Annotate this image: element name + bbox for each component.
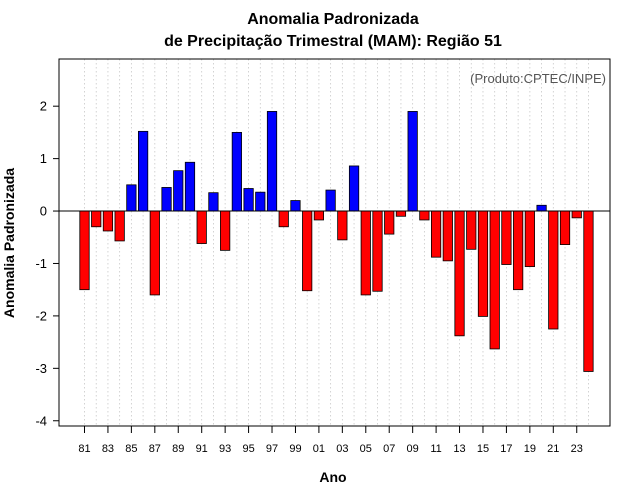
bar-85 xyxy=(126,184,137,212)
gridlines xyxy=(84,59,589,426)
bar-98 xyxy=(278,210,289,228)
bar-95 xyxy=(243,188,254,212)
x-tick-label: 85 xyxy=(125,443,137,455)
bar-03 xyxy=(337,210,348,241)
bar-23 xyxy=(571,210,582,219)
bar-22 xyxy=(559,210,571,245)
bar-19 xyxy=(524,210,535,268)
x-tick-label: 19 xyxy=(524,443,536,455)
bar-15 xyxy=(477,210,489,317)
y-tick-label: -2 xyxy=(35,308,47,323)
y-tick-label: 1 xyxy=(40,151,47,166)
bar-10 xyxy=(419,210,430,221)
bar-82 xyxy=(91,210,102,228)
y-tick-label: -4 xyxy=(35,413,47,428)
bar-92 xyxy=(208,192,219,212)
bar-21 xyxy=(548,210,559,330)
chart-subtitle: de Precipitação Trimestral (MAM): Região… xyxy=(164,33,502,50)
plot-frame xyxy=(58,58,611,427)
y-tick-label: -1 xyxy=(35,256,47,271)
bar-07 xyxy=(384,210,395,235)
x-tick-label: 89 xyxy=(172,443,184,455)
bar-11 xyxy=(430,210,442,258)
x-tick-label: 83 xyxy=(102,443,114,455)
x-tick-label: 15 xyxy=(477,443,489,455)
bar-93 xyxy=(220,210,231,251)
bar-91 xyxy=(196,210,207,244)
bar-13 xyxy=(454,210,465,337)
y-tick-label: -3 xyxy=(35,361,47,376)
x-tick-label: 81 xyxy=(78,443,90,455)
bar-16 xyxy=(489,210,500,350)
bar-06 xyxy=(372,210,383,292)
bar-90 xyxy=(184,161,196,212)
y-axis-title: Anomalia Padronizada xyxy=(1,168,17,318)
bar-04 xyxy=(348,165,360,212)
bar-17 xyxy=(501,210,512,265)
x-tick-label: 95 xyxy=(242,443,254,455)
bar-18 xyxy=(513,210,524,291)
bar-88 xyxy=(161,187,172,212)
x-tick-label: 17 xyxy=(500,443,512,455)
bar-97 xyxy=(266,111,278,212)
bar-24 xyxy=(583,210,594,372)
bar-81 xyxy=(79,210,90,291)
x-tick-label: 21 xyxy=(547,443,559,455)
chart-title: Anomalia Padronizada xyxy=(247,11,419,28)
y-axis: -4 -3 -2 -1 0 1 2 xyxy=(35,99,59,428)
y-tick-label: 0 xyxy=(40,204,47,219)
x-tick-label: 23 xyxy=(571,443,583,455)
x-tick-label: 09 xyxy=(407,443,419,455)
bar-12 xyxy=(442,210,453,262)
x-tick-label: 91 xyxy=(196,443,208,455)
bar-02 xyxy=(325,189,336,212)
x-tick-label: 01 xyxy=(313,443,325,455)
x-tick-label: 07 xyxy=(383,443,395,455)
bar-09 xyxy=(407,111,418,212)
bar-99 xyxy=(290,200,301,212)
bar-83 xyxy=(102,210,114,232)
x-axis-title: Ano xyxy=(319,469,346,485)
bar-87 xyxy=(149,210,160,296)
x-tick-label: 97 xyxy=(266,443,278,455)
bar-84 xyxy=(114,210,125,242)
bar-96 xyxy=(255,191,266,212)
y-tick-label: 2 xyxy=(40,99,47,114)
x-tick-label: 11 xyxy=(430,443,441,455)
bar-00 xyxy=(302,210,313,292)
x-tick-label: 87 xyxy=(149,443,161,455)
x-tick-label: 13 xyxy=(453,443,465,455)
x-tick-label: 03 xyxy=(336,443,348,455)
bar-89 xyxy=(173,170,184,212)
x-tick-label: 05 xyxy=(360,443,372,455)
bar-20 xyxy=(536,204,547,212)
source-note: (Produto:CPTEC/INPE) xyxy=(470,71,606,86)
x-tick-label: 99 xyxy=(289,443,301,455)
x-axis: 81 83 85 87 89 91 93 95 97 99 01 03 05 07 09 11 13 15 17 19… xyxy=(78,426,583,455)
bar-08 xyxy=(395,210,407,217)
bar-01 xyxy=(313,210,325,221)
bar-14 xyxy=(466,210,477,250)
x-tick-label: 93 xyxy=(219,443,231,455)
bar-86 xyxy=(137,130,149,212)
bar-94 xyxy=(231,131,242,212)
bars xyxy=(79,111,594,372)
bar-05 xyxy=(360,210,371,296)
